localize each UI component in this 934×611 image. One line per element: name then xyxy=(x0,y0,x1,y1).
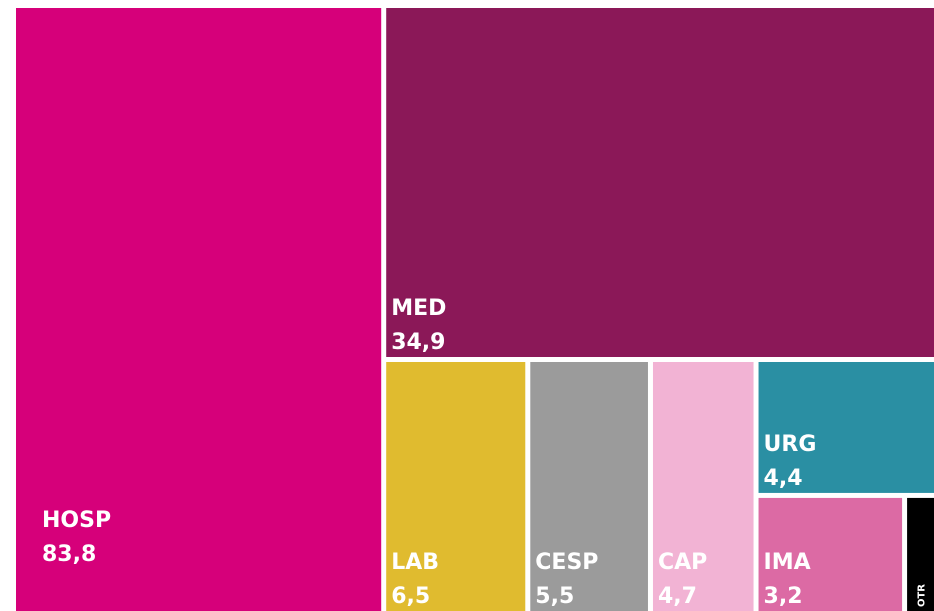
tile-label: OTR xyxy=(917,584,928,607)
tile-label: CESP xyxy=(535,550,598,575)
tile-value: 5,5 xyxy=(535,584,574,609)
tile xyxy=(907,497,934,611)
tile-value: 6,5 xyxy=(391,584,430,609)
tile-value: 34,9 xyxy=(391,330,445,355)
tile xyxy=(652,362,754,611)
tile-label: LAB xyxy=(391,550,439,575)
tile xyxy=(530,362,648,611)
tile-label: IMA xyxy=(764,550,811,575)
tile xyxy=(386,362,526,611)
tile-label: HOSP xyxy=(42,508,111,533)
tile xyxy=(386,8,934,357)
tile xyxy=(758,497,903,611)
tile-value: 4,7 xyxy=(658,584,697,609)
tile-label: MED xyxy=(391,296,446,321)
tile-label: URG xyxy=(764,432,817,457)
tile-value: 83,8 xyxy=(42,542,96,567)
tile-value: 3,2 xyxy=(764,584,803,609)
tile-label: CAP xyxy=(658,550,707,575)
tile xyxy=(16,8,382,611)
tile-value: 4,4 xyxy=(764,466,803,491)
tile xyxy=(758,362,934,493)
